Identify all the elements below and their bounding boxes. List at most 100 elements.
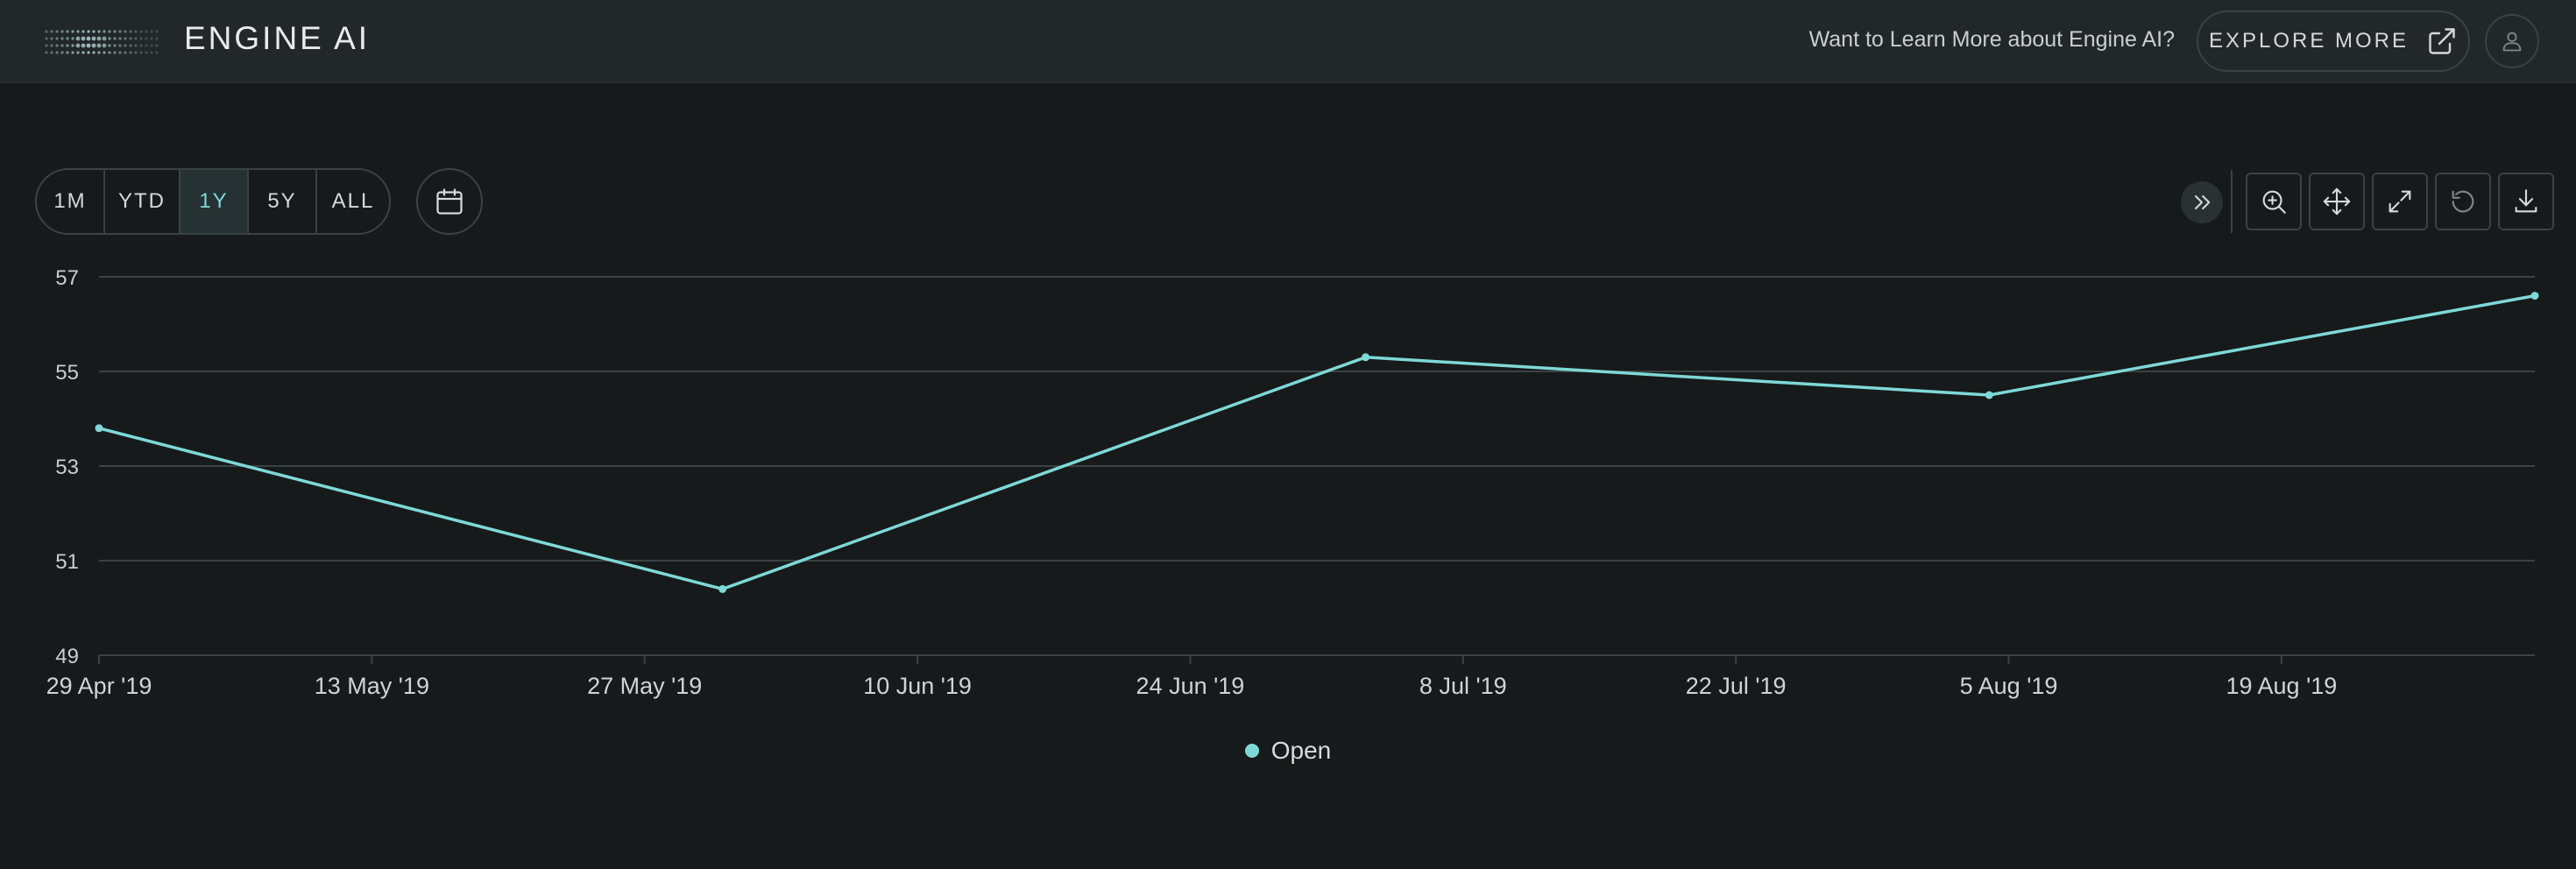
series-line-open [98,293,2536,591]
logo-dot [55,51,59,54]
logo-dot [50,30,53,33]
legend-marker [1244,744,1259,758]
logo-dot [76,30,80,33]
learn-more-text: Want to Learn More about Engine AI? [1808,27,2175,52]
logo-dot [76,51,80,54]
logo-dot [86,43,91,48]
logo-dot [118,44,122,47]
logo-dot [139,37,143,40]
logo-dot [55,30,59,33]
logo-dot [134,44,138,47]
range-button-1y[interactable]: 1Y [180,170,249,233]
logo-dot [71,30,74,33]
logo-dot [108,44,111,47]
logo-dot [108,37,111,40]
logo-dot [45,30,48,33]
logo-dot [87,30,90,33]
logo-dot [86,36,91,41]
fullscreen-button[interactable] [2372,173,2428,230]
data-point[interactable] [95,424,103,433]
logo-dot [139,30,143,33]
calendar-icon [436,188,463,215]
y-tick-label: 57 [55,266,79,290]
data-point[interactable] [1362,353,1370,362]
logo-dot [50,37,53,40]
logo-dot [75,36,81,41]
logo-dot [91,36,96,41]
logo-dot [155,44,159,47]
range-button-1m[interactable]: 1M [37,170,105,233]
logo-dot [124,51,127,54]
data-point[interactable] [1985,391,1993,399]
logo-dot [50,44,53,47]
logo-dot [66,51,69,54]
pan-button[interactable] [2309,173,2365,230]
logo-dot [103,51,106,54]
chart-legend[interactable]: Open [0,731,2576,770]
logo-dot [145,51,148,54]
download-button[interactable] [2498,173,2554,230]
user-account-button[interactable] [2485,14,2539,68]
explore-more-button[interactable]: EXPLORE MORE [2197,11,2470,72]
logo-dot [60,37,64,40]
logo-dot [118,37,122,40]
logo-dot [92,30,96,33]
logo-dot [97,30,101,33]
logo-dot [129,30,132,33]
logo-dot [81,30,85,33]
y-tick-label: 49 [55,645,79,668]
logo-dot [124,37,127,40]
logo-dot [108,30,111,33]
reset-zoom-button[interactable] [2435,173,2491,230]
logo-dot [139,44,143,47]
logo-dot [108,51,111,54]
brand-name[interactable]: ENGINE AI [184,20,371,56]
download-icon [2515,189,2537,213]
logo-dot [81,51,85,54]
logo-dot [71,44,74,47]
logo-dot [45,37,48,40]
logo-dot [60,44,64,47]
y-tick-label: 53 [55,456,79,479]
open-price-line-chart: 49 51 53 55 57 29 Apr '19 13 May '19 27 May '19… [46,266,2539,699]
logo-dot [71,51,74,54]
logo-dot [150,44,153,47]
logo-dot [155,30,159,33]
logo-dot [66,30,69,33]
logo-dot [92,51,96,54]
logo-dot [71,37,74,40]
logo-dot [75,43,81,48]
expand-icon [2388,190,2411,213]
logo-dot [60,30,64,33]
logo-dot [81,43,86,48]
logo-dot [97,51,101,54]
logo-dot [129,51,132,54]
logo-dot [113,44,117,47]
toolbar-divider [2231,170,2233,233]
logo-dot [139,51,143,54]
x-tick-label: 24 Jun '19 [1136,673,1245,699]
x-tick-label: 22 Jul '19 [1686,673,1787,699]
logo-dot [150,30,153,33]
range-button-ytd[interactable]: YTD [105,170,180,233]
logo-dot [134,30,138,33]
data-point[interactable] [2530,292,2539,300]
time-range-selector: 1M YTD 1Y 5Y ALL [35,168,391,235]
legend-label[interactable]: Open [1270,737,1332,764]
data-point[interactable] [718,584,727,593]
logo-dot [96,43,102,48]
range-button-5y[interactable]: 5Y [249,170,317,233]
collapse-toolbar-button[interactable] [2181,181,2223,223]
logo-dot [102,43,107,48]
top-navigation-bar: ENGINE AI Want to Learn More about Engin… [0,0,2576,83]
logo-dot [103,30,106,33]
range-button-all[interactable]: ALL [331,189,375,213]
date-picker-button[interactable] [416,168,483,235]
x-tick-label: 19 Aug '19 [2226,673,2337,699]
zoom-in-button[interactable] [2246,173,2302,230]
logo-dot [134,37,138,40]
logo-dot [60,51,64,54]
logo-dot [66,37,69,40]
logo-dot [155,51,159,54]
logo-dot [55,37,59,40]
